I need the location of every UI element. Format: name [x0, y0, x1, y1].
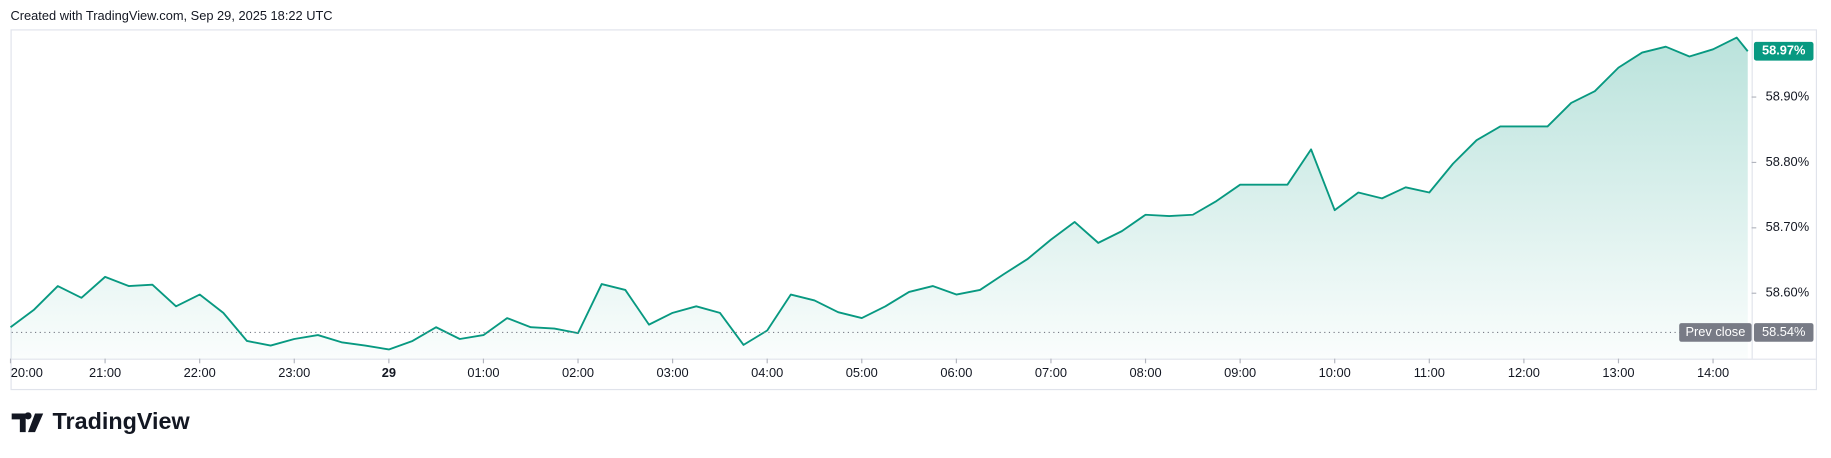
prev-close-label: 58.54% [1762, 324, 1806, 339]
x-tick-label: 07:00 [1035, 365, 1067, 380]
y-tick-label: 58.90% [1766, 88, 1810, 103]
prev-close-name: Prev close [1685, 324, 1745, 339]
x-tick-label: 01:00 [467, 365, 499, 380]
y-tick-label: 58.80% [1766, 154, 1810, 169]
x-tick-label: 12:00 [1508, 365, 1540, 380]
x-tick-label: 29 [382, 365, 396, 380]
prev-close-name-box [1679, 323, 1752, 342]
x-tick-label: 22:00 [184, 365, 216, 380]
area-fill [10, 37, 1748, 359]
x-tick-label: 10:00 [1319, 365, 1351, 380]
x-tick-label: 04:00 [751, 365, 783, 380]
credit: Created with TradingView.com, Sep 29, 20… [11, 8, 333, 23]
x-tick-label: 02:00 [562, 365, 594, 380]
logo [11, 412, 44, 433]
x-tick-label: 14:00 [1697, 365, 1729, 380]
x-tick-label: 20:00 [11, 365, 43, 380]
brand: TradingView [53, 408, 191, 434]
price-line [9, 36, 1749, 351]
x-tick-label: 08:00 [1129, 365, 1161, 380]
prev-close-box [1753, 323, 1814, 342]
y-tick-label: 58.70% [1766, 219, 1810, 234]
x-tick-label: 21:00 [89, 365, 121, 380]
x-tick-label: 03:00 [657, 365, 689, 380]
plot: 58.60% 58.70% 58.80% 58.90% 20:00 21:00 22:00 2… [9, 36, 1814, 380]
x-tick-label: 11:00 [1414, 365, 1445, 380]
x-tick-label: 09:00 [1224, 365, 1256, 380]
last-value-box [1753, 41, 1814, 61]
last-value-label: 58.97% [1762, 43, 1806, 58]
x-tick-label: 06:00 [940, 365, 972, 380]
x-tick-label: 05:00 [846, 365, 878, 380]
x-tick-label: 13:00 [1602, 365, 1634, 380]
x-tick-label: 23:00 [278, 365, 310, 380]
chart-frame [10, 29, 1817, 391]
y-tick-label: 58.60% [1766, 285, 1810, 300]
